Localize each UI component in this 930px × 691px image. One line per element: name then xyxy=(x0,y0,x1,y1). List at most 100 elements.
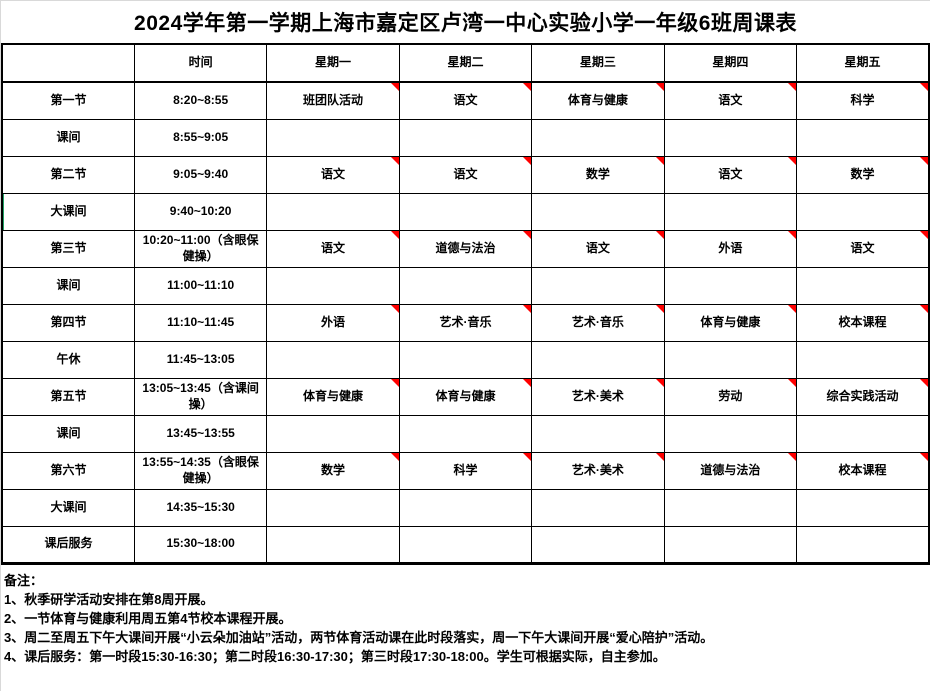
subject-cell[interactable] xyxy=(266,488,400,527)
period-cell[interactable]: 课后服务 xyxy=(1,525,135,565)
period-cell[interactable]: 第四节 xyxy=(1,303,135,342)
subject-cell[interactable]: 科学 xyxy=(398,451,533,490)
day-header[interactable]: 星期三 xyxy=(531,43,665,83)
subject-cell[interactable] xyxy=(663,525,798,565)
subject-cell[interactable]: 外语 xyxy=(266,303,400,342)
subject-cell[interactable]: 艺术·美术 xyxy=(531,377,665,416)
period-cell[interactable]: 午休 xyxy=(1,340,135,379)
subject-cell[interactable] xyxy=(796,340,930,379)
subject-cell[interactable] xyxy=(663,118,798,157)
corner-cell[interactable] xyxy=(1,43,135,83)
subject-cell[interactable] xyxy=(398,192,533,231)
period-cell[interactable]: 第六节 xyxy=(1,451,135,490)
subject-cell[interactable]: 体育与健康 xyxy=(531,81,665,120)
time-cell[interactable]: 13:45~13:55 xyxy=(133,414,268,453)
time-cell[interactable]: 10:20~11:00（含眼保健操） xyxy=(133,229,268,268)
subject-cell[interactable]: 校本课程 xyxy=(796,451,930,490)
subject-cell[interactable] xyxy=(531,118,665,157)
subject-cell[interactable] xyxy=(398,118,533,157)
subject-cell[interactable]: 数学 xyxy=(531,155,665,194)
subject-cell[interactable]: 数学 xyxy=(796,155,930,194)
subject-cell[interactable] xyxy=(663,340,798,379)
time-cell[interactable]: 8:20~8:55 xyxy=(133,81,268,120)
subject-cell[interactable] xyxy=(531,525,665,565)
subject-cell[interactable] xyxy=(266,118,400,157)
time-column-header[interactable]: 时间 xyxy=(133,43,268,83)
subject-cell[interactable]: 外语 xyxy=(663,229,798,268)
day-header[interactable]: 星期一 xyxy=(266,43,400,83)
subject-cell[interactable]: 班团队活动 xyxy=(266,81,400,120)
subject-cell[interactable] xyxy=(398,414,533,453)
subject-cell[interactable] xyxy=(796,266,930,305)
subject-cell[interactable] xyxy=(531,266,665,305)
subject-cell[interactable] xyxy=(663,488,798,527)
subject-cell[interactable]: 语文 xyxy=(663,81,798,120)
subject-cell[interactable] xyxy=(796,488,930,527)
period-cell[interactable]: 第五节 xyxy=(1,377,135,416)
day-header-label: 星期五 xyxy=(844,55,881,70)
day-header[interactable]: 星期五 xyxy=(796,43,930,83)
subject-cell[interactable]: 道德与法治 xyxy=(663,451,798,490)
period-cell[interactable]: 课间 xyxy=(1,266,135,305)
time-cell[interactable]: 15:30~18:00 xyxy=(133,525,268,565)
subject-cell[interactable] xyxy=(531,192,665,231)
subject-cell[interactable]: 道德与法治 xyxy=(398,229,533,268)
subject-cell[interactable]: 艺术·音乐 xyxy=(531,303,665,342)
subject-cell[interactable]: 艺术·美术 xyxy=(531,451,665,490)
subject-cell[interactable]: 语文 xyxy=(663,155,798,194)
subject-cell[interactable] xyxy=(531,414,665,453)
period-cell[interactable]: 大课间 xyxy=(1,192,135,231)
subject-cell[interactable] xyxy=(796,118,930,157)
subject-cell[interactable]: 艺术·音乐 xyxy=(398,303,533,342)
time-cell[interactable]: 13:05~13:45（含课间操） xyxy=(133,377,268,416)
subject-cell[interactable]: 语文 xyxy=(398,155,533,194)
subject-cell[interactable] xyxy=(266,266,400,305)
subject-cell[interactable] xyxy=(796,192,930,231)
subject-cell[interactable] xyxy=(663,266,798,305)
subject-cell[interactable] xyxy=(266,192,400,231)
subject-cell[interactable]: 综合实践活动 xyxy=(796,377,930,416)
subject-cell[interactable]: 语文 xyxy=(398,81,533,120)
subject-cell[interactable]: 体育与健康 xyxy=(266,377,400,416)
period-cell[interactable]: 第一节 xyxy=(1,81,135,120)
subject-cell[interactable] xyxy=(398,488,533,527)
time-cell[interactable]: 8:55~9:05 xyxy=(133,118,268,157)
subject-cell[interactable] xyxy=(531,340,665,379)
subject-cell[interactable] xyxy=(266,525,400,565)
time-cell[interactable]: 9:40~10:20 xyxy=(133,192,268,231)
subject-cell[interactable]: 体育与健康 xyxy=(663,303,798,342)
period-cell[interactable]: 大课间 xyxy=(1,488,135,527)
subject-cell[interactable] xyxy=(663,192,798,231)
time-cell[interactable]: 14:35~15:30 xyxy=(133,488,268,527)
subject-cell[interactable] xyxy=(531,488,665,527)
subject-cell[interactable]: 语文 xyxy=(796,229,930,268)
period-cell[interactable]: 课间 xyxy=(1,414,135,453)
time-cell[interactable]: 11:00~11:10 xyxy=(133,266,268,305)
time-cell[interactable]: 13:55~14:35（含眼保健操） xyxy=(133,451,268,490)
subject-cell[interactable]: 科学 xyxy=(796,81,930,120)
day-header[interactable]: 星期二 xyxy=(398,43,533,83)
subject-cell[interactable]: 语文 xyxy=(531,229,665,268)
period-cell[interactable]: 第二节 xyxy=(1,155,135,194)
subject-cell[interactable] xyxy=(663,414,798,453)
day-header[interactable]: 星期四 xyxy=(663,43,798,83)
time-cell[interactable]: 11:10~11:45 xyxy=(133,303,268,342)
subject-cell[interactable] xyxy=(796,525,930,565)
subject-cell[interactable] xyxy=(266,340,400,379)
subject-cell[interactable] xyxy=(398,340,533,379)
subject-cell[interactable] xyxy=(398,525,533,565)
subject-cell[interactable]: 数学 xyxy=(266,451,400,490)
time-cell[interactable]: 11:45~13:05 xyxy=(133,340,268,379)
subject-cell[interactable] xyxy=(796,414,930,453)
subject-cell[interactable]: 语文 xyxy=(266,155,400,194)
subject-cell[interactable]: 校本课程 xyxy=(796,303,930,342)
subject-cell[interactable]: 劳动 xyxy=(663,377,798,416)
time-cell[interactable]: 9:05~9:40 xyxy=(133,155,268,194)
time-label: 9:40~10:20 xyxy=(169,203,232,218)
period-cell[interactable]: 课间 xyxy=(1,118,135,157)
period-cell[interactable]: 第三节 xyxy=(1,229,135,268)
subject-cell[interactable] xyxy=(398,266,533,305)
subject-cell[interactable]: 语文 xyxy=(266,229,400,268)
subject-cell[interactable] xyxy=(266,414,400,453)
subject-cell[interactable]: 体育与健康 xyxy=(398,377,533,416)
